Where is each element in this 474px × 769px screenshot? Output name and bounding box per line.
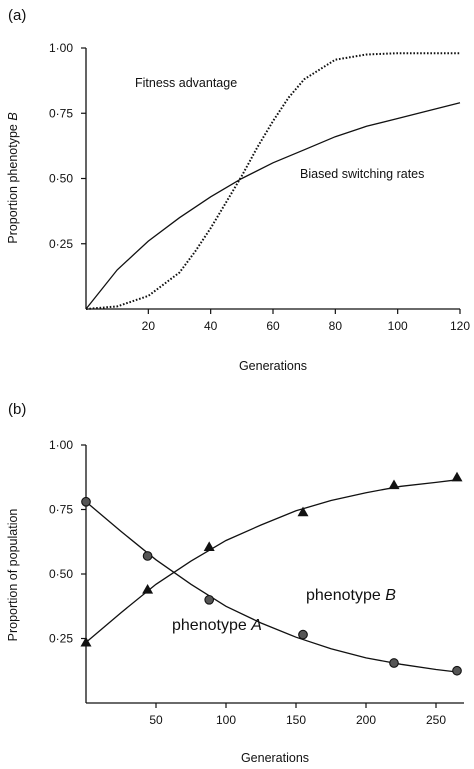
- y-tick-label: 0·75: [49, 503, 73, 517]
- series-line-biased-switching-rates: [85, 102, 461, 310]
- x-tick-label: 20: [142, 319, 156, 333]
- label-phenotype-a: phenotype A: [172, 617, 262, 634]
- x-tick-label: 100: [216, 713, 236, 727]
- y-tick-label: 0·50: [49, 172, 73, 186]
- x-tick-label: 120: [450, 319, 470, 333]
- panel-b-x-ticks: 50 100 150 200 250: [149, 703, 446, 727]
- label-phenotype-b: phenotype B: [306, 587, 396, 604]
- point-phenotype-b: [80, 636, 92, 647]
- point-phenotype-b: [142, 583, 154, 594]
- panel-a-y-ticks: 0·25 0·50 0·75 1·00: [49, 41, 86, 251]
- x-tick-label: 150: [286, 713, 306, 727]
- x-tick-label: 200: [356, 713, 376, 727]
- series-line-fitness-advantage: [85, 52, 460, 310]
- y-tick-label: 1·00: [49, 41, 73, 55]
- x-tick-label: 60: [266, 319, 280, 333]
- point-phenotype-a: [452, 665, 462, 676]
- x-tick-label: 250: [426, 713, 446, 727]
- label-phenotype-b-italic: B: [385, 587, 396, 604]
- panel-b-label: (b): [8, 401, 26, 418]
- panel-a-y-axis-title: Proportion phenotype B: [6, 112, 20, 243]
- point-phenotype-a: [81, 496, 91, 507]
- panel-b-series: [80, 471, 463, 676]
- annotation-biased-switching-rates: Biased switching rates: [300, 167, 424, 181]
- point-phenotype-a: [389, 658, 399, 668]
- point-phenotype-b: [297, 506, 309, 517]
- label-phenotype-a-italic: A: [250, 617, 262, 634]
- label-phenotype-a-main: phenotype: [172, 617, 251, 634]
- panel-b-y-ticks: 0·25 0·50 0·75 1·00: [49, 438, 86, 646]
- panel-b-chart: (b) 50 100 150 200 250 0·25 0·50 0·75 1·00 Gene…: [6, 401, 464, 765]
- y-tick-label: 1·00: [49, 438, 73, 452]
- y-tick-label: 0·50: [49, 567, 73, 581]
- point-phenotype-a: [204, 594, 215, 605]
- panel-a-label: (a): [8, 7, 26, 24]
- series-line-phenotype-b: [85, 479, 458, 643]
- x-tick-label: 50: [149, 713, 163, 727]
- x-tick-label: 100: [388, 319, 408, 333]
- annotation-fitness-advantage: Fitness advantage: [135, 76, 237, 90]
- series-line-phenotype-a: [85, 501, 458, 673]
- panel-a-series: [85, 52, 461, 310]
- x-tick-label: 80: [329, 319, 343, 333]
- panel-a-y-axis-title-main: Proportion phenotype: [6, 121, 20, 244]
- y-tick-label: 0·75: [49, 106, 73, 120]
- y-tick-label: 0·25: [49, 632, 73, 646]
- point-phenotype-a: [142, 551, 153, 561]
- panel-a-x-axis-title: Generations: [239, 359, 307, 373]
- point-phenotype-b: [451, 471, 463, 482]
- panel-a-y-axis-title-italic: B: [6, 112, 20, 120]
- panel-a-chart: (a) 20 40 60 80 100 120 0·25 0·50 0·75 1·00 Gene…: [6, 7, 470, 373]
- panel-a-x-ticks: 20 40 60 80 100 120: [142, 309, 470, 333]
- panel-b-x-axis-title: Generations: [241, 751, 309, 765]
- point-phenotype-b: [388, 479, 400, 490]
- panel-b-y-axis-title: Proportion of population: [6, 509, 20, 642]
- point-phenotype-b: [203, 541, 215, 552]
- y-tick-label: 0·25: [49, 237, 73, 251]
- x-tick-label: 40: [204, 319, 218, 333]
- label-phenotype-b-main: phenotype: [306, 587, 385, 604]
- point-phenotype-a: [298, 629, 308, 640]
